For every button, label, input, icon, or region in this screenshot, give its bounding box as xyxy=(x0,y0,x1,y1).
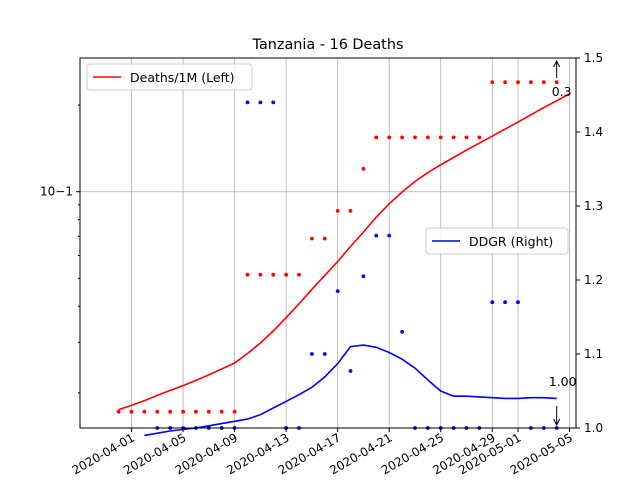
plot-frame xyxy=(79,57,577,429)
deaths-point xyxy=(116,409,121,414)
y-axis-left: 10−1 xyxy=(40,104,80,394)
ddgr-point xyxy=(271,100,276,105)
deaths-point xyxy=(155,409,160,414)
ddgr-point xyxy=(335,289,340,293)
deaths-point xyxy=(425,135,430,140)
chart-title: Tanzania - 16 Deaths xyxy=(252,37,404,53)
deaths-point xyxy=(271,272,276,277)
ddgr-point xyxy=(503,300,507,305)
deaths-point xyxy=(361,166,366,171)
deaths-point xyxy=(438,135,443,140)
ddgr-point xyxy=(348,369,353,373)
deaths-point xyxy=(206,409,211,414)
deaths-line xyxy=(118,92,570,411)
ddgr-point xyxy=(361,274,366,279)
deaths-point xyxy=(335,209,340,213)
y-right-tick-label: 1.3 xyxy=(584,199,603,213)
ddgr-point xyxy=(258,100,263,105)
y-right-tick-label: 1.2 xyxy=(584,273,603,287)
deaths-point xyxy=(284,272,288,277)
y-axis-right: 1.0 1.1 1.2 1.3 1.4 1.5 xyxy=(576,51,603,435)
annotation-arrowhead xyxy=(553,59,561,68)
deaths-point xyxy=(129,409,134,414)
ddgr-point xyxy=(400,329,404,334)
annotation-label-ddgr: 1.00 xyxy=(549,374,577,389)
legend-ddgr: DDGR (Right) xyxy=(425,227,569,255)
legend-ddgr-box xyxy=(425,227,569,255)
ddgr-point xyxy=(490,300,495,305)
y-right-tick-label: 1.4 xyxy=(584,125,603,139)
deaths-point xyxy=(451,135,456,140)
deaths-point xyxy=(503,80,507,85)
legend-deaths: Deaths/1M (Left) xyxy=(86,63,253,91)
ddgr-point xyxy=(310,352,314,356)
grid xyxy=(80,58,576,428)
ddgr-point xyxy=(245,100,250,105)
annotations: 0.3 1.00 xyxy=(549,59,577,427)
deaths-point xyxy=(142,409,147,414)
deaths-point xyxy=(297,272,301,277)
y-right-tick-label: 1.1 xyxy=(584,347,603,361)
annotation-arrowhead xyxy=(553,418,561,427)
deaths-point xyxy=(529,80,533,85)
deaths-point xyxy=(516,80,520,85)
deaths-point xyxy=(194,409,198,414)
deaths-point xyxy=(554,80,559,85)
deaths-point xyxy=(477,135,482,140)
y-right-tick-label: 1.5 xyxy=(584,51,603,65)
legend-deaths-box xyxy=(86,63,253,91)
deaths-point xyxy=(348,209,353,213)
deaths-point xyxy=(181,409,186,414)
y-right-tick-label: 1.0 xyxy=(584,421,603,435)
ddgr-line xyxy=(144,344,557,437)
deaths-point xyxy=(374,135,379,140)
deaths-point xyxy=(258,272,263,277)
legend-ddgr-label: DDGR (Right) xyxy=(469,234,553,249)
deaths-point xyxy=(541,80,546,85)
deaths-point xyxy=(322,236,327,241)
ddgr-point xyxy=(387,233,392,238)
deaths-point xyxy=(464,135,469,140)
y-left-tick-label: 10−1 xyxy=(40,185,73,199)
deaths-point xyxy=(219,409,224,414)
deaths-point xyxy=(310,236,314,241)
deaths-point xyxy=(400,135,404,140)
ddgr-point xyxy=(322,352,327,356)
annotation-label-deaths: 0.3 xyxy=(552,84,572,99)
deaths-point xyxy=(168,409,173,414)
deaths-point xyxy=(490,80,495,85)
deaths-point xyxy=(413,135,417,140)
legend-deaths-label: Deaths/1M (Left) xyxy=(130,70,235,85)
deaths-point xyxy=(232,409,237,414)
ddgr-point xyxy=(374,233,379,238)
deaths-point xyxy=(387,135,392,140)
deaths-point xyxy=(245,272,250,277)
ddgr-point xyxy=(516,300,520,305)
